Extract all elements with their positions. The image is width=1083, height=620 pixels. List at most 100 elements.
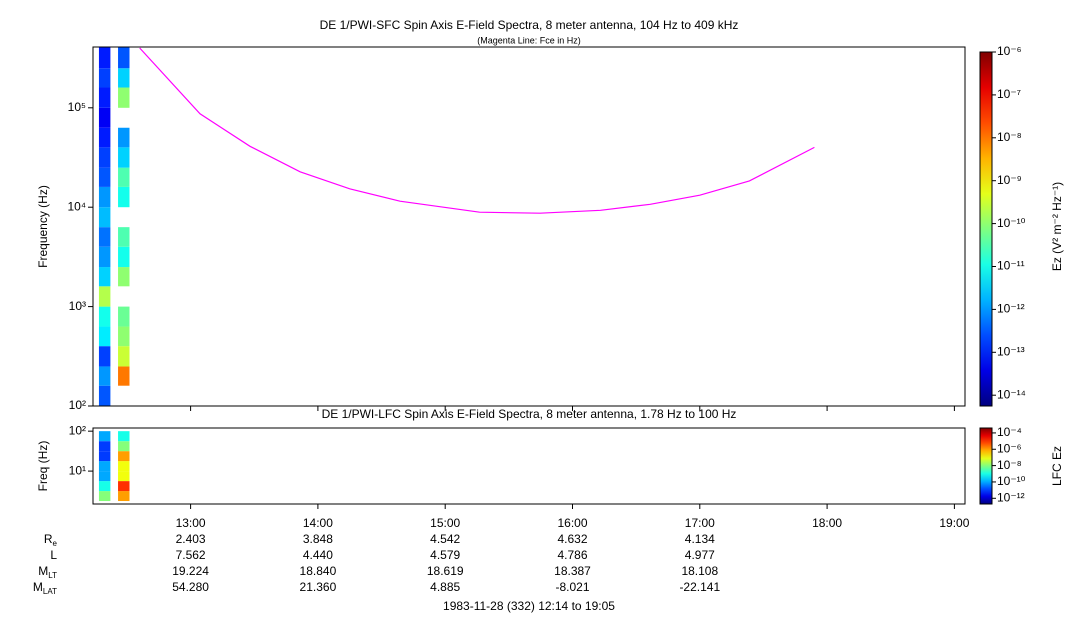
- spectrogram-cell: [118, 481, 130, 492]
- spectrogram-cell: [98, 346, 111, 367]
- y-axis-label: Frequency (Hz): [36, 185, 50, 268]
- colorbar-tick-label: 10⁻¹⁴: [997, 387, 1026, 401]
- ephemeris-value: 7.562: [176, 548, 206, 562]
- colorbar-tick-label: 10⁻¹²: [997, 302, 1025, 316]
- ephemeris-value: -8.021: [555, 580, 589, 594]
- spectrogram-cell: [118, 246, 130, 268]
- spectrogram-cell: [118, 127, 130, 148]
- y-tick-label: 10¹: [69, 463, 86, 477]
- x-tick-label: 15:00: [430, 516, 460, 530]
- spectrogram-cell: [98, 47, 111, 69]
- spectrogram-cell: [98, 267, 111, 287]
- colorbar-tick-label: 10⁻⁶: [997, 441, 1022, 455]
- colorbar-tick-label: 10⁻⁸: [997, 130, 1022, 144]
- spectrogram-cell: [98, 326, 111, 347]
- y-tick-label: 10²: [69, 398, 86, 412]
- ephemeris-value: 4.542: [430, 532, 460, 546]
- y-axis-label: Freq (Hz): [36, 441, 50, 492]
- ephemeris-value: 4.579: [430, 548, 460, 562]
- colorbar-tick-label: 10⁻¹⁰: [997, 474, 1026, 488]
- spectrogram-cell: [118, 227, 130, 247]
- x-tick-label: 16:00: [557, 516, 587, 530]
- row-label-main: L: [50, 548, 57, 562]
- spectrogram-cell: [118, 147, 130, 168]
- ephemeris-value: 54.280: [172, 580, 209, 594]
- colorbar-tick-label: 10⁻⁹: [997, 173, 1022, 187]
- spectrogram-cell: [118, 461, 130, 472]
- row-label: MLAT: [33, 580, 57, 596]
- colorbar-tick-label: 10⁻¹¹: [997, 259, 1025, 273]
- spectrogram-cell: [98, 431, 111, 442]
- row-label-sub: LT: [48, 571, 57, 580]
- spectrogram-cell: [118, 87, 130, 108]
- chart-subtitle: (Magenta Line: Fce in Hz): [477, 35, 581, 45]
- ephemeris-value: 4.786: [557, 548, 587, 562]
- spectrogram-cell: [118, 431, 130, 442]
- colorbar: [979, 427, 993, 505]
- spectrogram-cell: [98, 366, 111, 386]
- spectrogram-cell: [98, 441, 111, 452]
- colorbar-tick-label: 10⁻¹⁰: [997, 216, 1026, 230]
- spectrogram-cell: [98, 471, 111, 482]
- ephemeris-value: 4.885: [430, 580, 460, 594]
- spectrogram-cell: [118, 366, 130, 386]
- chart-title: DE 1/PWI-LFC Spin Axis E-Field Spectra, …: [322, 407, 737, 421]
- row-label: Re: [44, 532, 58, 548]
- spectrogram-cell: [118, 186, 130, 208]
- ephemeris-value: 4.134: [685, 532, 715, 546]
- spectrogram-cell: [118, 167, 130, 187]
- x-tick-label: 13:00: [176, 516, 206, 530]
- ephemeris-value: 19.224: [172, 564, 209, 578]
- chart-title: DE 1/PWI-SFC Spin Axis E-Field Spectra, …: [320, 18, 739, 32]
- colorbar-tick-label: 10⁻⁴: [997, 425, 1022, 439]
- ephemeris-value: 3.848: [303, 532, 333, 546]
- ephemeris-value: 4.977: [685, 548, 715, 562]
- spectrogram-cell: [98, 451, 111, 462]
- row-label-sub: LAT: [43, 587, 57, 596]
- spectrogram-cell: [118, 47, 130, 69]
- ephemeris-value: 4.632: [557, 532, 587, 546]
- colorbar-tick-label: 10⁻⁸: [997, 458, 1022, 472]
- row-label: L: [50, 548, 57, 562]
- x-tick-label: 14:00: [303, 516, 333, 530]
- colorbar-label: Ez (V² m⁻² Hz⁻¹): [1050, 182, 1064, 271]
- spectrogram-cell: [98, 127, 111, 148]
- spectrogram-cell: [98, 385, 111, 406]
- ephemeris-value: 18.387: [554, 564, 591, 578]
- spectrogram-cell: [98, 68, 111, 88]
- colorbar-tick-label: 10⁻⁶: [997, 44, 1022, 58]
- spectrogram-cell: [118, 471, 130, 482]
- y-tick-label: 10⁴: [67, 199, 86, 213]
- spectrogram-cell: [98, 286, 111, 307]
- plot-frame: [92, 427, 966, 505]
- x-tick-label: 17:00: [685, 516, 715, 530]
- spectrogram-cell: [98, 461, 111, 472]
- spectrogram-cell: [98, 87, 111, 108]
- x-tick-label: 18:00: [812, 516, 842, 530]
- spectrogram-cell: [118, 68, 130, 88]
- colorbar-label: LFC Ez: [1050, 446, 1064, 486]
- x-tick-label: 19:00: [939, 516, 969, 530]
- spectrogram-cell: [98, 306, 111, 327]
- spectrogram-cell: [98, 227, 111, 247]
- ephemeris-value: -22.141: [679, 580, 720, 594]
- colorbar-tick-label: 10⁻¹²: [997, 490, 1025, 504]
- ephemeris-value: 2.403: [176, 532, 206, 546]
- row-label-main: R: [44, 532, 53, 546]
- fce-line: [139, 47, 815, 214]
- spectrogram-cell: [98, 167, 111, 187]
- spectrogram-cell: [98, 207, 111, 228]
- ephemeris-value: 18.108: [681, 564, 718, 578]
- y-tick-label: 10²: [69, 423, 86, 437]
- ephemeris-value: 4.440: [303, 548, 333, 562]
- colorbar-tick-label: 10⁻¹³: [997, 344, 1025, 358]
- y-tick-label: 10⁵: [68, 100, 86, 114]
- y-tick-label: 10³: [69, 299, 86, 313]
- spectrogram-cell: [98, 107, 111, 128]
- row-label-sub: e: [53, 539, 58, 548]
- spectrogram-cell: [118, 306, 130, 327]
- spectrogram-cell: [98, 186, 111, 208]
- spectrogram-cell: [98, 481, 111, 492]
- spectrogram-cell: [118, 441, 130, 452]
